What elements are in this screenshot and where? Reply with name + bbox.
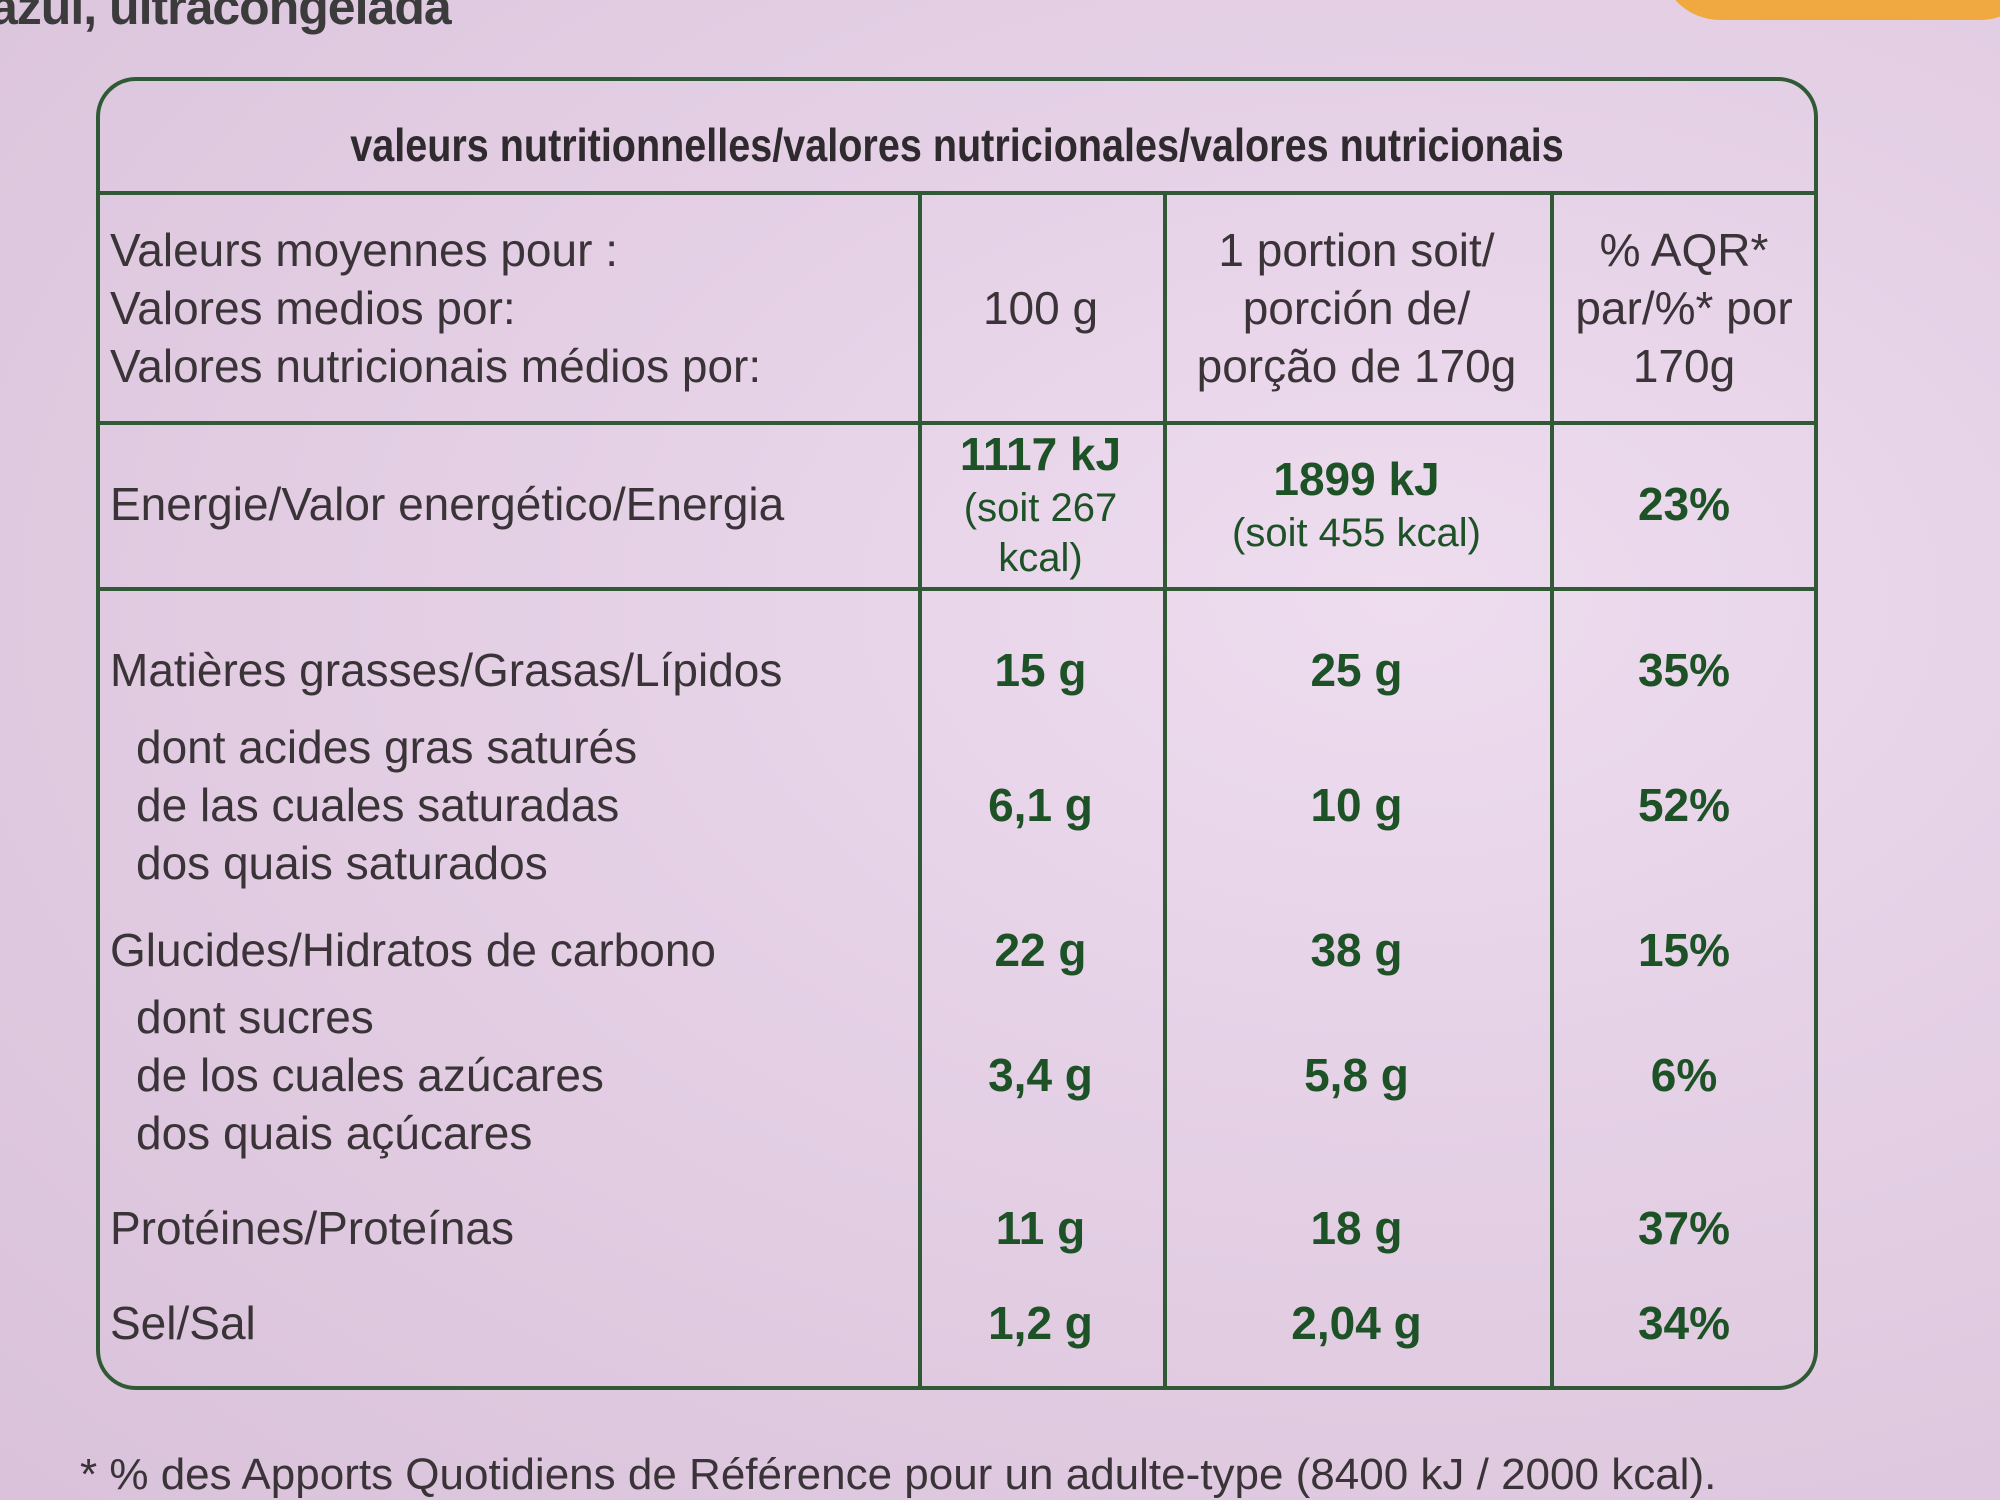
cell-line: 11 g bbox=[995, 1201, 1086, 1254]
cell-line: 100 g bbox=[982, 282, 1099, 334]
product-text: azul, ultracongelada bbox=[0, 0, 452, 35]
header-cell: 1 portion soit/porción de/porção de 170g bbox=[1163, 195, 1550, 421]
table-cell: 52% bbox=[1550, 730, 1818, 880]
cell-line: Glucides/Hidratos de carbono bbox=[110, 924, 716, 976]
cell-line: dont sucres bbox=[136, 991, 374, 1043]
table-cell: 15% bbox=[1550, 900, 1818, 1000]
table-cell: dont sucres de los cuales azúcares dos qua… bbox=[96, 991, 918, 1159]
table-cell: 1,2 g bbox=[918, 1275, 1163, 1370]
orange-shape bbox=[1660, 0, 2000, 20]
cell-line: 170g bbox=[1632, 340, 1736, 392]
table-cell: 11 g bbox=[918, 1180, 1163, 1275]
cell-line: Sel/Sal bbox=[110, 1296, 256, 1349]
table-title: valeurs nutritionnelles/valores nutricio… bbox=[350, 119, 1564, 171]
cell-line: 18 g bbox=[1310, 1201, 1403, 1254]
cell-line: de los cuales azúcares bbox=[136, 1049, 604, 1101]
cell-line: (soit 267 kcal) bbox=[963, 486, 1118, 580]
cell-line: 37% bbox=[1637, 1201, 1731, 1254]
cell-line: 52% bbox=[1637, 779, 1731, 831]
row-line bbox=[96, 421, 1818, 425]
table-cell: 22 g bbox=[918, 900, 1163, 1000]
cell-line: 22 g bbox=[994, 924, 1087, 976]
cell-line: porção de 170g bbox=[1196, 340, 1517, 392]
table-cell: 5,8 g bbox=[1163, 1000, 1550, 1150]
footnote: * % des Apports Quotidiens de Référence … bbox=[80, 1450, 1717, 1499]
cell-line: 1 portion soit/ bbox=[1218, 224, 1495, 276]
table-cell: 6,1 g bbox=[918, 730, 1163, 880]
table-cell: dont acides gras saturés de las cuales sa… bbox=[96, 721, 918, 889]
cell-line: % AQR* bbox=[1599, 224, 1769, 276]
row-line bbox=[96, 587, 1818, 591]
header-cell: Valeurs moyennes pour : Valores medios po… bbox=[96, 195, 918, 421]
cell-line: de las cuales saturadas bbox=[136, 779, 620, 831]
table-cell: 6% bbox=[1550, 1000, 1818, 1150]
cell-line: 25 g bbox=[1310, 644, 1403, 696]
table-cell: 2,04 g bbox=[1163, 1275, 1550, 1370]
cell-line: 38 g bbox=[1310, 924, 1403, 976]
cell-line: 23% bbox=[1637, 478, 1731, 530]
row-line bbox=[96, 191, 1818, 195]
table-cell: Matières grasses/Grasas/Lípidos bbox=[96, 620, 918, 720]
cell-line: dont acides gras saturés bbox=[136, 721, 638, 773]
cell-line: 34% bbox=[1637, 1296, 1731, 1349]
table-cell: 25 g bbox=[1163, 620, 1550, 720]
column-line bbox=[1550, 191, 1554, 1390]
header-cell: % AQR* par/%* por 170g bbox=[1550, 195, 1818, 421]
cell-line: 3,4 g bbox=[988, 1049, 1093, 1101]
table-cell: 37% bbox=[1550, 1180, 1818, 1275]
cell-line: 2,04 g bbox=[1291, 1296, 1422, 1349]
cell-line: (soit 455 kcal) bbox=[1232, 511, 1481, 555]
table-cell: Sel/Sal bbox=[96, 1275, 918, 1370]
cell-line: 15% bbox=[1637, 924, 1731, 976]
cell-line: 10 g bbox=[1310, 779, 1403, 831]
cell-line: 1117 kJ bbox=[959, 428, 1122, 480]
cell-line: 35% bbox=[1637, 644, 1731, 696]
cell-line: par/%* por bbox=[1575, 282, 1793, 334]
header-cell: 100 g bbox=[918, 195, 1163, 421]
cell-line: Valores nutricionais médios por: bbox=[110, 340, 762, 392]
table-cell: 1117 kJ (soit 267 kcal) bbox=[918, 421, 1163, 587]
table-cell: Glucides/Hidratos de carbono bbox=[96, 900, 918, 1000]
cell-line: Valeurs moyennes pour : bbox=[110, 224, 618, 276]
cell-line: dos quais saturados bbox=[136, 837, 548, 889]
table-cell: 34% bbox=[1550, 1275, 1818, 1370]
table-cell: Energie/Valor energético/Energia bbox=[96, 421, 918, 587]
cell-line: 6% bbox=[1650, 1049, 1718, 1101]
cell-line: porción de/ bbox=[1242, 282, 1471, 334]
table-cell: 35% bbox=[1550, 620, 1818, 720]
table-cell: 3,4 g bbox=[918, 1000, 1163, 1150]
table-cell: 23% bbox=[1550, 421, 1818, 587]
table-cell: 10 g bbox=[1163, 730, 1550, 880]
cell-line: Valores medios por: bbox=[110, 282, 516, 334]
table-cell: 1899 kJ (soit 455 kcal) bbox=[1163, 421, 1550, 587]
cell-line: dos quais açúcares bbox=[136, 1107, 533, 1159]
cell-line: 1899 kJ bbox=[1273, 453, 1440, 505]
cell-line: Energie/Valor energético/Energia bbox=[110, 478, 785, 530]
table-cell: 18 g bbox=[1163, 1180, 1550, 1275]
cell-line: 6,1 g bbox=[988, 779, 1093, 831]
column-line bbox=[918, 191, 922, 1390]
table-cell: 15 g bbox=[918, 620, 1163, 720]
cell-line: 1,2 g bbox=[988, 1296, 1093, 1349]
cell-line: 5,8 g bbox=[1304, 1049, 1409, 1101]
table-frame bbox=[96, 77, 1818, 1390]
cell-line: Matières grasses/Grasas/Lípidos bbox=[110, 644, 783, 696]
cell-line: Protéines/Proteínas bbox=[110, 1201, 515, 1254]
table-cell: Protéines/Proteínas bbox=[96, 1180, 918, 1275]
column-line bbox=[1163, 191, 1167, 1390]
table-cell: 38 g bbox=[1163, 900, 1550, 1000]
cell-line: 15 g bbox=[994, 644, 1087, 696]
